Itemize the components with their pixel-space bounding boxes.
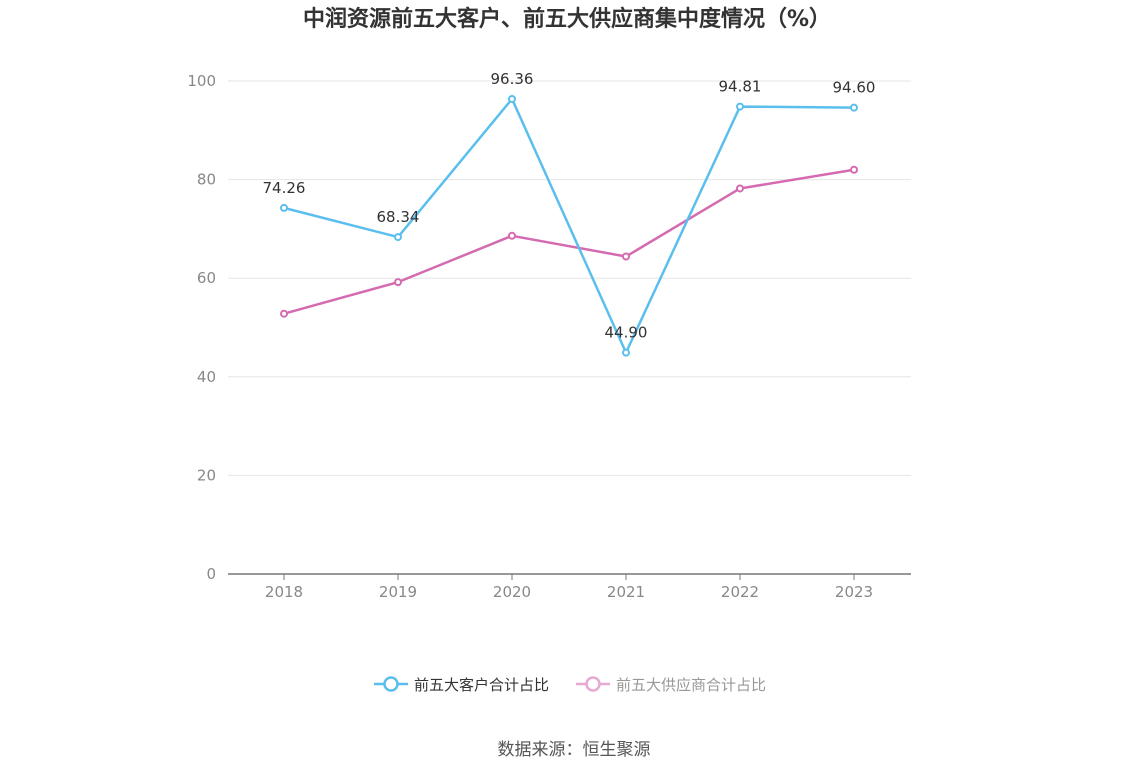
- y-tick-label: 80: [197, 171, 216, 189]
- legend-item-1[interactable]: 前五大供应商合计占比: [576, 676, 766, 694]
- legend-label: 前五大客户合计占比: [414, 676, 549, 694]
- data-label: 44.90: [605, 324, 648, 342]
- y-tick-label: 100: [187, 72, 216, 90]
- chart-title: 中润资源前五大客户、前五大供应商集中度情况（%）: [303, 6, 831, 32]
- x-tick-label: 2020: [493, 583, 531, 601]
- x-tick-label: 2019: [379, 583, 417, 601]
- y-tick-label: 40: [197, 368, 216, 386]
- data-point[interactable]: [622, 252, 630, 261]
- legend-marker: [383, 676, 399, 692]
- data-point[interactable]: [280, 203, 288, 212]
- legend-label: 前五大供应商合计占比: [616, 676, 766, 694]
- data-label: 96.36: [491, 70, 534, 88]
- series-group: 74.26 68.34 96.36 44.90 94.81 94.60: [263, 70, 876, 357]
- data-label: 94.81: [719, 78, 762, 96]
- data-point[interactable]: [736, 184, 744, 193]
- data-point[interactable]: [394, 233, 402, 242]
- data-point[interactable]: [394, 278, 402, 287]
- legend[interactable]: 前五大客户合计占比 前五大供应商合计占比: [374, 676, 766, 694]
- y-tick-label: 0: [206, 565, 216, 583]
- data-point[interactable]: [280, 309, 288, 318]
- legend-marker: [585, 676, 601, 692]
- x-tick-label: 2022: [721, 583, 759, 601]
- x-axis: 2018 2019 2020 2021 2022 2023: [228, 573, 911, 601]
- data-point[interactable]: [850, 165, 858, 174]
- x-tick-label: 2021: [607, 583, 645, 601]
- legend-item-0[interactable]: 前五大客户合计占比: [374, 676, 549, 694]
- y-tick-label: 20: [197, 466, 216, 484]
- x-tick-label: 2018: [265, 583, 303, 601]
- data-point[interactable]: [736, 102, 744, 111]
- data-point[interactable]: [508, 94, 516, 103]
- series-line-0: [283, 97, 855, 354]
- series-line-1: [283, 168, 855, 315]
- data-label: 74.26: [263, 179, 306, 197]
- data-label: 94.60: [833, 79, 876, 97]
- data-label: 68.34: [377, 208, 420, 226]
- data-point[interactable]: [850, 103, 858, 112]
- x-tick-label: 2023: [835, 583, 873, 601]
- y-axis: 0 20 40 60 80 100: [187, 72, 216, 583]
- grid-lines: [228, 80, 911, 476]
- y-tick-label: 60: [197, 269, 216, 287]
- data-point[interactable]: [508, 231, 516, 240]
- data-source-note: 数据来源：恒生聚源: [498, 740, 651, 760]
- data-point[interactable]: [622, 348, 630, 357]
